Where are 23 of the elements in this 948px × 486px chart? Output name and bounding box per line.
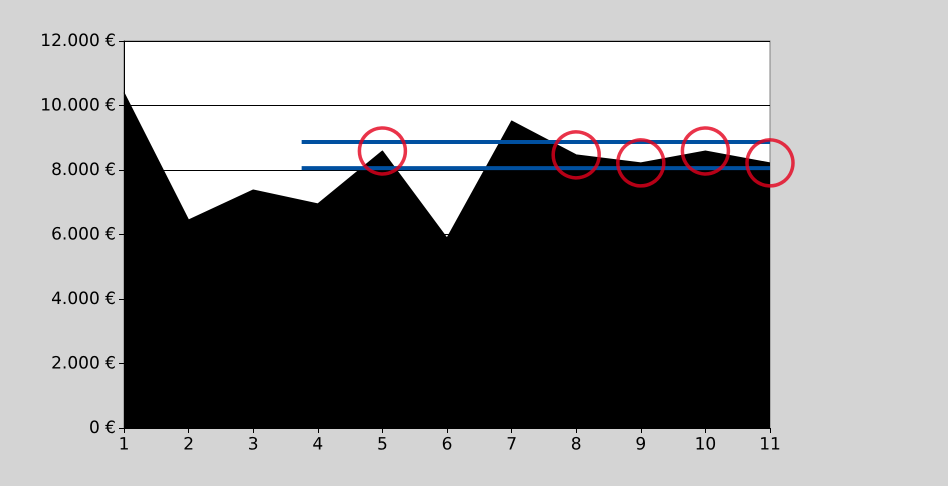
y-tick-label: 0 € — [88, 418, 116, 438]
x-tick-label: 4 — [312, 434, 324, 454]
x-tick-label: 10 — [694, 434, 716, 454]
y-tick-label: 6.000 € — [51, 224, 116, 244]
y-tick-label: 12.000 € — [40, 31, 116, 51]
point — [358, 126, 408, 176]
x-tick-label: 5 — [376, 434, 388, 454]
x-tick-label: 11 — [759, 434, 781, 454]
point — [551, 130, 601, 180]
point — [745, 138, 795, 188]
point — [680, 126, 730, 176]
x-tick-label: 9 — [635, 434, 646, 454]
y-tick-label: 4.000 € — [51, 289, 116, 309]
x-tick-label: 3 — [248, 434, 259, 454]
y-tick-label: 2.000 € — [51, 354, 116, 374]
x-tick-label: 6 — [442, 434, 452, 454]
y-tick-label: 8.000 € — [51, 160, 116, 180]
y-tick-label: 10.000 € — [40, 96, 116, 116]
x-tick-label: 2 — [183, 434, 194, 454]
x-tick-label: 7 — [506, 434, 518, 454]
x-tick-label: 8 — [570, 434, 582, 454]
x-tick-label: 1 — [118, 434, 130, 454]
point — [616, 138, 666, 188]
